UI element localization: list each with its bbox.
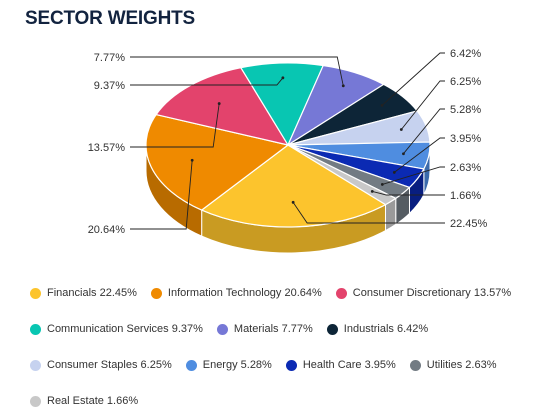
legend-label: Industrials 6.42% — [343, 323, 429, 335]
legend-item-health-care: Health Care 3.95% — [285, 357, 396, 373]
slice-consumer-discretionary — [155, 67, 289, 146]
data-label-energy: 5.28% — [450, 104, 481, 116]
legend-swatch — [335, 287, 347, 299]
legend-swatch — [185, 359, 197, 371]
leader-dot-health-care — [392, 171, 396, 174]
legend-label: Real Estate 1.66% — [47, 395, 139, 407]
legend-swatch — [326, 323, 338, 335]
data-label-information-technology: 20.64% — [88, 224, 126, 236]
legend-swatch — [216, 323, 228, 335]
legend-swatch — [30, 323, 41, 335]
legend: Financials 22.45% Information Technology … — [30, 285, 545, 409]
slice-financials — [201, 144, 387, 228]
legend-label: Information Technology 20.64% — [167, 287, 322, 299]
leader-health-care — [394, 137, 445, 173]
leader-dot-materials — [341, 84, 345, 88]
data-label-utilities: 2.63% — [450, 162, 481, 174]
leader-information-technology — [130, 160, 193, 230]
legend-swatch — [409, 359, 421, 371]
legend-item-real-estate: Real Estate 1.66% — [30, 393, 138, 409]
leader-materials — [130, 56, 344, 86]
legend-label: Communication Services 9.37% — [47, 323, 203, 335]
legend-item-communication-services: Communication Services 9.37% — [30, 321, 203, 337]
leader-dot-communication-services — [281, 76, 285, 80]
leader-dot-energy — [402, 152, 405, 156]
legend-label: Financials 22.45% — [47, 287, 137, 299]
leader-dot-information-technology — [190, 158, 194, 162]
data-label-financials: 22.45% — [450, 218, 488, 230]
leader-consumer-discretionary — [130, 103, 220, 148]
legend-swatch — [285, 359, 297, 371]
legend-item-consumer-staples: Consumer Staples 6.25% — [30, 357, 172, 373]
leader-industrials — [381, 52, 445, 106]
data-label-industrials: 6.42% — [450, 48, 481, 60]
leader-dot-utilities — [380, 183, 384, 186]
data-label-health-care: 3.95% — [450, 133, 481, 145]
legend-item-information-technology: Information Technology 20.64% — [150, 285, 322, 301]
legend-swatch — [30, 287, 41, 299]
data-label-consumer-discretionary: 13.57% — [88, 142, 126, 154]
leader-communication-services — [130, 77, 284, 86]
leader-consumer-staples — [400, 80, 445, 130]
legend-label: Health Care 3.95% — [302, 359, 396, 371]
data-label-real-estate: 1.66% — [450, 190, 481, 202]
legend-label: Consumer Staples 6.25% — [47, 359, 172, 371]
leader-dot-real-estate — [370, 189, 374, 193]
data-label-materials: 7.77% — [94, 52, 125, 64]
chart-title: SECTOR WEIGHTS — [25, 8, 195, 29]
leader-financials — [292, 202, 445, 224]
legend-label: Utilities 2.63% — [426, 359, 497, 371]
leader-utilities — [382, 166, 445, 185]
leader-real-estate — [372, 190, 445, 196]
pie-labels: 22.45% 20.64% 13.57% 9.37% 7.77% 6.42% 6.25% 5.… — [88, 48, 488, 236]
legend-swatch — [30, 359, 41, 371]
slice-real-estate — [287, 144, 397, 206]
data-label-consumer-staples: 6.25% — [450, 76, 481, 88]
legend-item-materials: Materials 7.77% — [216, 321, 313, 337]
legend-label: Materials 7.77% — [233, 323, 313, 335]
pie-slices — [145, 62, 431, 228]
data-label-communication-services: 9.37% — [94, 80, 125, 92]
legend-item-financials: Financials 22.45% — [30, 285, 137, 301]
legend-item-industrials: Industrials 6.42% — [326, 321, 429, 337]
leader-dot-industrials — [380, 103, 384, 107]
slice-communication-services — [240, 62, 324, 146]
leader-dot-consumer-staples — [399, 128, 403, 131]
legend-item-utilities: Utilities 2.63% — [409, 357, 497, 373]
leader-dot-financials — [291, 200, 295, 204]
pie-chart: 22.45% 20.64% 13.57% 9.37% 7.77% 6.42% 6.25% 5.… — [88, 48, 488, 254]
leader-energy — [403, 108, 445, 155]
leader-dot-consumer-discretionary — [217, 102, 221, 105]
legend-label: Consumer Discretionary 13.57% — [352, 287, 512, 299]
legend-item-energy: Energy 5.28% — [185, 357, 272, 373]
legend-label: Energy 5.28% — [202, 359, 272, 371]
legend-swatch — [150, 287, 162, 299]
legend-swatch — [30, 395, 41, 407]
legend-item-consumer-discretionary: Consumer Discretionary 13.57% — [335, 285, 512, 301]
